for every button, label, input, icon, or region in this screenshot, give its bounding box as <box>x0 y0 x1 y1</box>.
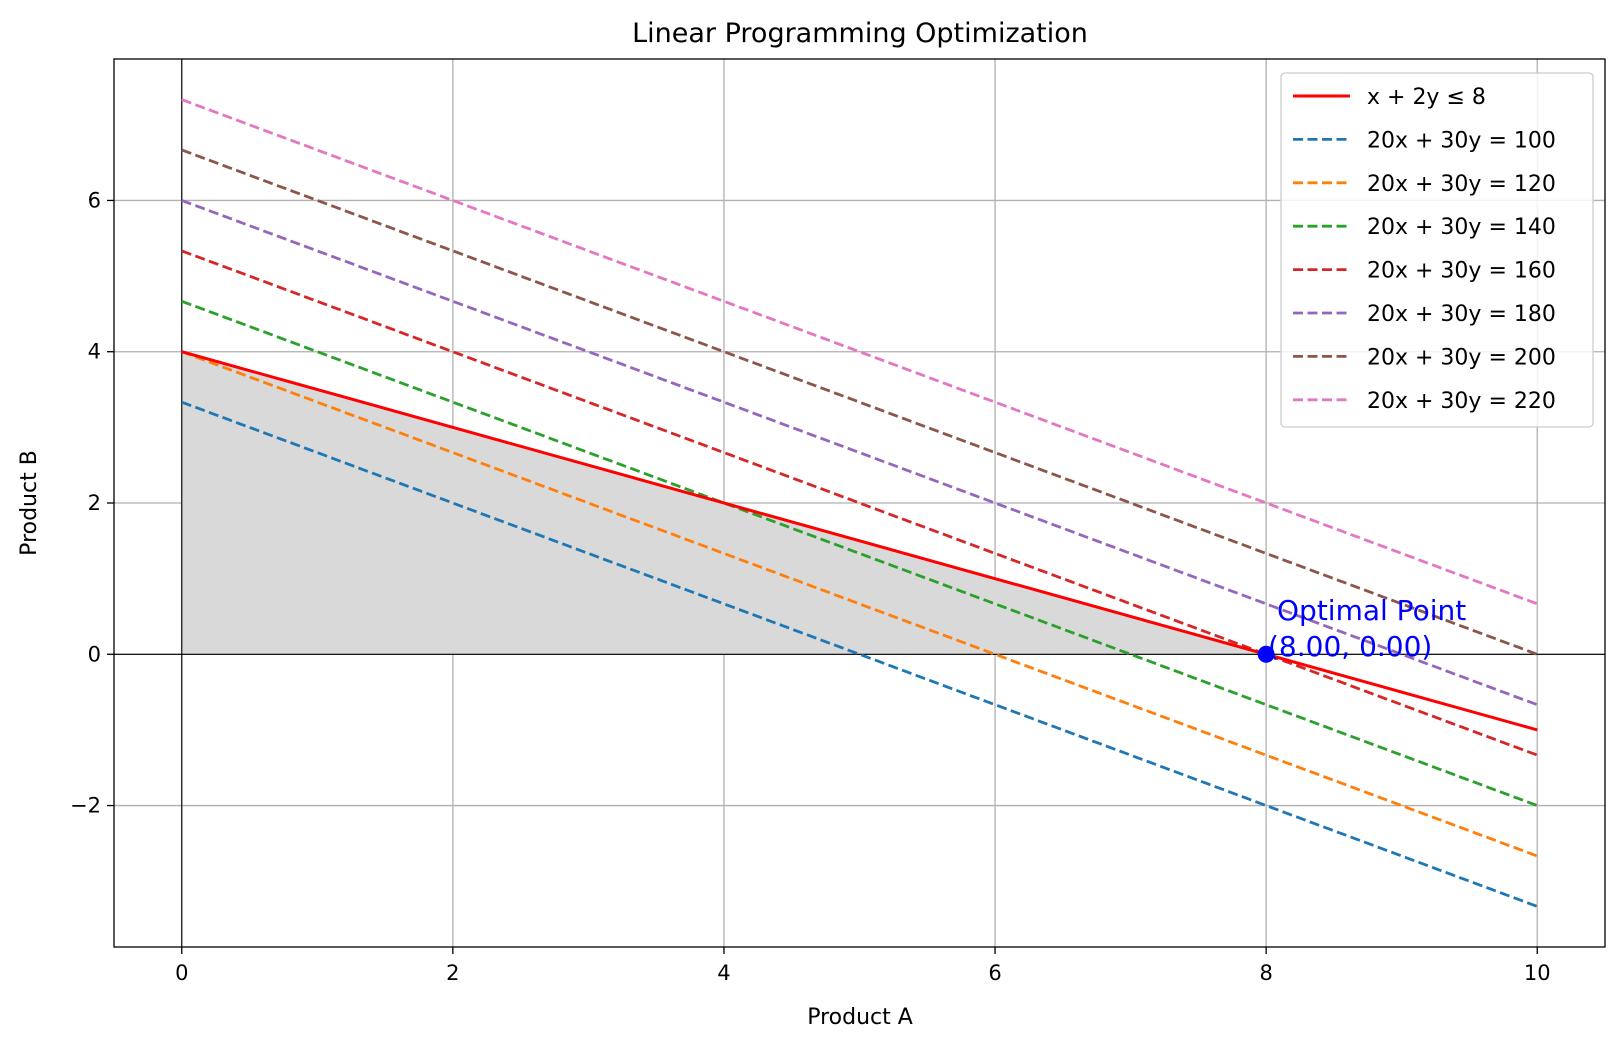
x-ticks: 0 2 4 6 8 10 <box>175 947 1551 985</box>
x-axis-label: Product A <box>807 1005 913 1030</box>
x-tick-label: 0 <box>175 961 188 985</box>
legend-label-7: 20x + 30y = 220 <box>1367 389 1556 414</box>
series-line-0 <box>181 350 1538 732</box>
series-line-5 <box>181 199 1538 707</box>
y-tick-label: 0 <box>88 642 101 666</box>
y-tick-label: 2 <box>88 491 101 515</box>
x-tick-label: 2 <box>446 961 459 985</box>
optimal-point-label-line1: Optimal Point <box>1277 594 1466 627</box>
legend-label-3: 20x + 30y = 140 <box>1367 215 1556 240</box>
optimal-point-marker <box>1257 645 1275 663</box>
y-ticks: −2 0 2 4 6 <box>70 188 114 818</box>
annotation: Optimal Point (8.00, 0.00) <box>1268 594 1466 663</box>
y-tick-label: −2 <box>70 794 101 818</box>
x-tick-label: 4 <box>717 961 730 985</box>
legend-box <box>1280 72 1594 428</box>
y-axis-label: Product B <box>17 450 42 556</box>
series-line-1 <box>181 400 1538 908</box>
series-line-6 <box>181 148 1538 656</box>
legend-label-2: 20x + 30y = 120 <box>1367 172 1556 197</box>
legend-label-4: 20x + 30y = 160 <box>1367 259 1556 284</box>
y-tick-label: 6 <box>88 188 101 212</box>
x-tick-label: 10 <box>1524 961 1551 985</box>
chart-title: Linear Programming Optimization <box>632 18 1088 49</box>
legend-label-0: x + 2y ≤ 8 <box>1367 85 1486 110</box>
legend: x + 2y ≤ 8 20x + 30y = 100 20x + 30y = 120… <box>1280 72 1594 428</box>
zero-axes <box>114 59 1605 947</box>
legend-label-6: 20x + 30y = 200 <box>1367 345 1556 370</box>
legend-label-5: 20x + 30y = 180 <box>1367 302 1556 327</box>
optimal-point-label-line2: (8.00, 0.00) <box>1268 630 1432 663</box>
y-tick-label: 4 <box>88 340 101 364</box>
series-line-3 <box>181 299 1538 807</box>
optimal-point-layer <box>1257 645 1275 663</box>
x-tick-label: 8 <box>1259 961 1272 985</box>
series-line-2 <box>181 350 1538 858</box>
legend-label-1: 20x + 30y = 100 <box>1367 128 1556 153</box>
series-line-4 <box>181 249 1538 757</box>
series-layer <box>181 98 1538 908</box>
x-tick-label: 6 <box>988 961 1001 985</box>
series-line-7 <box>181 98 1538 606</box>
